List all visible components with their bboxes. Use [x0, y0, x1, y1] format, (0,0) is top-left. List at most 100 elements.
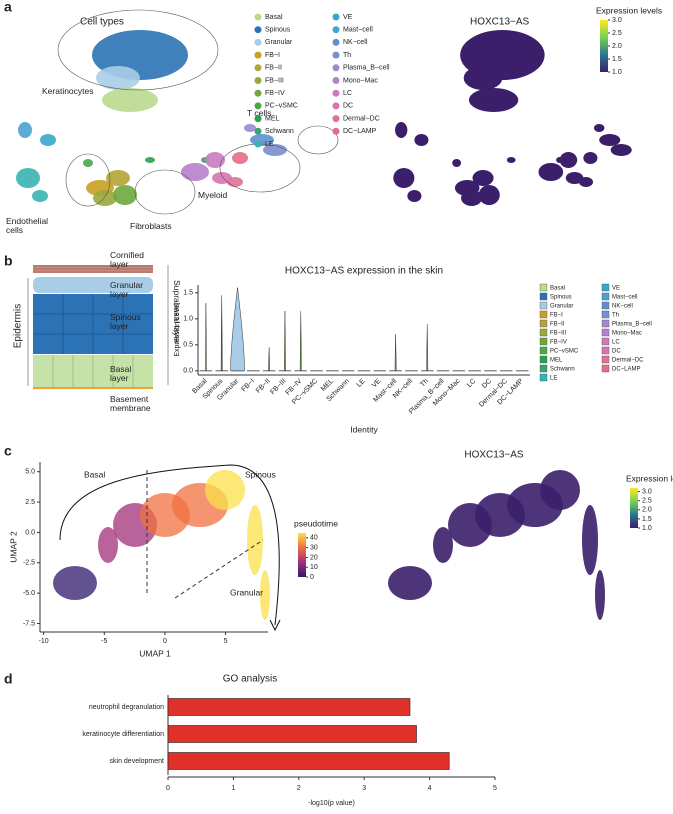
feature-cells [540, 470, 580, 510]
bar [167, 752, 450, 770]
legend-label: MEL [550, 358, 563, 364]
legend-label: FB−IV [265, 90, 285, 97]
legend-marker [539, 337, 548, 346]
legend-marker [539, 346, 548, 355]
legend-marker [254, 102, 262, 110]
y-tick-label: keratinocyte differentiation [82, 731, 164, 738]
suprabasal-label: Suprabasal layer [172, 280, 182, 344]
legend-label: DC [343, 103, 353, 110]
legend-marker [601, 292, 610, 301]
feature-cluster [610, 144, 632, 156]
feature-cluster [472, 170, 494, 186]
feature-cluster [578, 177, 594, 187]
x-axis-label: Identity [350, 424, 378, 434]
y-tick-label: 1.0 [183, 316, 193, 323]
cell-cluster [83, 159, 93, 167]
layer-label: Basal layer [110, 364, 131, 383]
cell-cluster [93, 190, 117, 206]
legend-label: FB−II [550, 322, 565, 328]
y-tick-label: 1.5 [183, 290, 193, 297]
legend-label: FB−II [265, 65, 282, 72]
colorbar-tick-label: 20 [310, 554, 318, 561]
legend-marker [332, 127, 340, 135]
cell-cluster [106, 170, 130, 186]
legend-label: LC [612, 340, 620, 346]
cluster-label: T cells [247, 108, 271, 118]
cluster-outline [134, 169, 196, 215]
colorbar-tick-label: 1.5 [612, 56, 622, 63]
colorbar [298, 533, 306, 577]
cell-cluster [232, 152, 248, 164]
legend-marker [601, 310, 610, 319]
layer-label-line: Cornified [110, 250, 144, 260]
layer-label: Cornified layer [110, 250, 144, 269]
pseudotime-cells [53, 566, 97, 600]
legend-label: Dermal−DC [343, 115, 380, 122]
feature-cluster [468, 88, 519, 112]
legend-label: FB−I [265, 52, 280, 59]
feature-cluster [506, 157, 516, 163]
layer-label-line: membrane [110, 403, 151, 413]
layer-label-line: layer [110, 259, 129, 269]
x-tick-label: DC [481, 378, 493, 390]
legend-marker [539, 283, 548, 292]
cell-cluster [18, 122, 32, 138]
chart-title: Cell types [80, 17, 124, 28]
legend-label: Mono−Mac [343, 77, 378, 84]
cell-cluster [263, 144, 287, 156]
legend-label: PC−vSMC [265, 103, 298, 110]
legend-label: VE [612, 286, 620, 292]
feature-cells [433, 527, 453, 563]
region-label: Basal [84, 469, 105, 479]
legend-marker [254, 26, 262, 34]
cluster-outline [297, 125, 339, 155]
feature-cluster [583, 152, 598, 164]
feature-cluster [393, 168, 415, 188]
arrow-head [269, 619, 281, 632]
legend-marker [254, 64, 262, 72]
x-tick-label: LC [466, 378, 477, 389]
legend-marker [539, 292, 548, 301]
cluster-label: Keratinocytes [42, 86, 94, 96]
x-tick-label: 4 [428, 785, 432, 792]
violin [284, 311, 286, 372]
feature-cells [388, 566, 432, 600]
legend-marker [332, 77, 340, 84]
colorbar-tick-label: 1.5 [642, 516, 652, 523]
legend-marker [254, 51, 262, 59]
layer-label-line: layer [110, 321, 129, 331]
legend-marker [254, 115, 262, 123]
legend-label: DC [612, 349, 621, 355]
cluster-label-line: Endothelial [6, 216, 48, 226]
legend-marker [332, 38, 340, 46]
violin [205, 303, 207, 372]
legend-label: PC−vSMC [550, 349, 579, 355]
cluster-label-line: Myeloid [198, 190, 228, 200]
panel-label: b [4, 253, 13, 269]
x-axis-label: UMAP 1 [139, 648, 171, 658]
legend-label: DC−LAMP [612, 367, 641, 373]
y-tick-label: neutrophil degranulation [89, 704, 164, 711]
violin [299, 311, 302, 372]
panel-label: a [4, 0, 12, 15]
legend-label: LE [265, 141, 274, 148]
layer-label-line: Granular [110, 280, 143, 290]
legend-marker [254, 127, 262, 135]
y-axis-label: UMAP 2 [8, 531, 18, 563]
colorbar-tick-label: 2.5 [642, 498, 652, 505]
cell-cluster [96, 66, 140, 90]
layer-label: Basement membrane [110, 394, 151, 413]
chart-title: GO analysis [223, 674, 277, 685]
colorbar-tick-label: 0 [310, 574, 314, 581]
legend-marker [539, 319, 548, 328]
colorbar-title: Expression levels [626, 473, 673, 483]
legend-label: Dermal−DC [612, 358, 644, 364]
x-axis-label: -log10(p value) [308, 800, 355, 807]
cluster-label: Endothelial cells [6, 216, 48, 235]
legend-marker [332, 26, 340, 34]
x-tick-label: LE [356, 378, 367, 389]
feature-cluster [452, 159, 462, 167]
x-tick-label: 0 [163, 638, 167, 645]
pseudotime-cells [247, 505, 263, 575]
